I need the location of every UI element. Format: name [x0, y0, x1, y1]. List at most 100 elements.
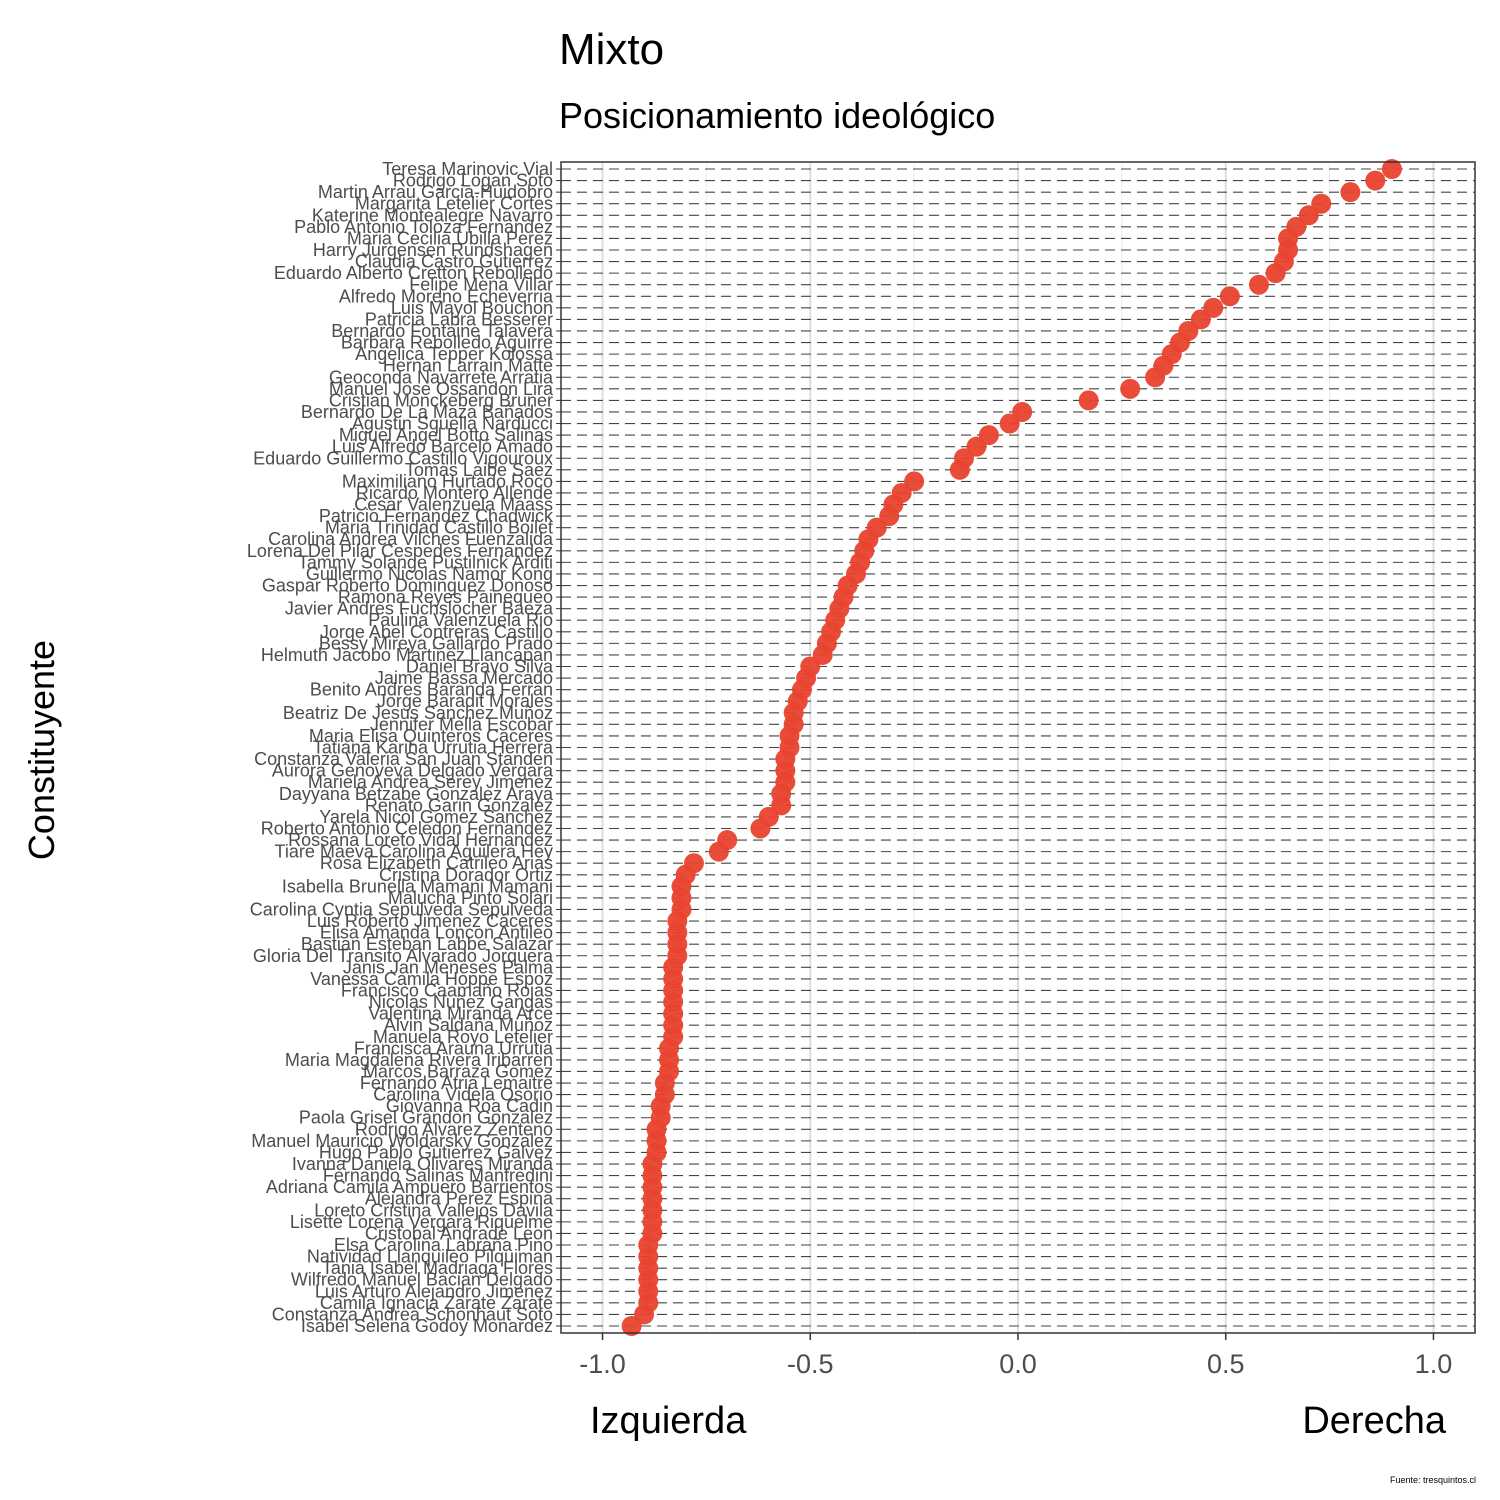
y-tick-label: Maria Elisa Quinteros Caceres [309, 726, 553, 746]
y-tick-label: Katerine Montealegre Navarro [312, 205, 553, 225]
y-tick-label: Pablo Antonio Toloza Fernandez [294, 217, 553, 237]
y-tick-label: Rossana Loreto Vidal Hernandez [288, 830, 553, 850]
y-tick-label: Adriana Camila Ampuero Barrientos [266, 1177, 553, 1197]
y-tick-label: Tatiana Karina Urrutia Herrera [313, 738, 554, 758]
y-tick-label: Francisca Arauna Urrutia [354, 1038, 554, 1058]
y-tick-label: Tiare Maeva Carolina Aguilera Hey [275, 842, 553, 862]
y-tick-label: Cristobal Andrade Leon [365, 1223, 553, 1243]
y-tick-label: Luis Roberto Jimenez Cáceres [307, 911, 553, 931]
y-tick-label: Carolina Videla Osorio [373, 1085, 553, 1105]
y-tick-label: Claudia Castro Gutierrez [355, 252, 553, 272]
y-tick-label: Renato Garin Gonzalez [365, 795, 553, 815]
y-tick-label: Dayyana Betzabe Gonzalez Araya [279, 784, 554, 804]
y-tick-label: Ramona Reyes Painequeo [338, 587, 553, 607]
x-tick-label: -0.5 [787, 1349, 834, 1379]
y-tick-label: Giovanna Roa Cadin [386, 1096, 553, 1116]
y-tick-label: Paola Grisel Grandon Gonzalez [299, 1108, 553, 1128]
chart-title: Mixto [559, 25, 664, 74]
data-point [1120, 378, 1141, 399]
y-tick-label: Manuela Royo Letelier [373, 1027, 553, 1047]
data-point [1219, 286, 1240, 307]
y-tick-label: Harry Jurgensen Rundshagen [313, 240, 553, 260]
y-tick-label: Natividad Llanquileo Pilquiman [307, 1247, 553, 1267]
y-tick-label: Cesar Valenzuela Maass [354, 495, 553, 515]
y-tick-label: Javier Andres Fuchslocher Baeza [285, 599, 554, 619]
data-point [1381, 159, 1402, 179]
data-point [978, 425, 999, 446]
y-tick-label: Bastian Esteban Labbe Salazar [301, 934, 553, 954]
data-point [1203, 297, 1224, 318]
data-point [1078, 390, 1099, 411]
y-tick-label: Teresa Marinovic Vial [382, 159, 553, 179]
y-tick-label: Constanza Valeria San Juan Standen [254, 749, 553, 769]
y-tick-label: Eduardo Alberto Cretton Rebolledo [274, 263, 553, 283]
y-tick-label: Benito Andres Baranda Ferran [310, 680, 553, 700]
y-tick-label: Gloria Del Transito Alvarado Jorquera [253, 946, 554, 966]
chart-subtitle: Posicionamiento ideológico [559, 95, 995, 136]
y-tick-label: Bernardo De La Maza Bañados [301, 402, 553, 422]
y-tick-label: Marcos Barraza Gomez [363, 1061, 553, 1081]
y-tick-label: Rodrigo Alvarez Zenteno [355, 1119, 553, 1139]
y-tick-label: Lisette Lorena Vergara Riquelme [290, 1212, 553, 1232]
y-tick-label: Janis Jan Meneses Palma [343, 957, 554, 977]
y-tick-label: Barbara Rebolledo Aguirre [341, 333, 553, 353]
y-tick-label: Guillermo Nicolas Namor Kong [306, 564, 553, 584]
y-tick-label: Bessy Mireya Gallardo Prado [319, 633, 553, 653]
y-tick-label: Cristina Dorador Ortiz [379, 865, 553, 885]
y-tick-label: Nicolas Nuñez Gangas [369, 992, 553, 1012]
y-axis-title: Constituyente [21, 640, 62, 860]
y-tick-label: Maria Magdalena Rivera Iribarren [285, 1050, 553, 1070]
y-tick-label: Martin Arrau Garcia-Huidobro [318, 182, 553, 202]
data-point [717, 830, 738, 851]
y-tick-label: Geoconda Navarrete Arratia [329, 367, 554, 387]
y-tick-label: Margarita Letelier Cortes [355, 194, 553, 214]
y-tick-label: Ivanna Daniela Olivares Miranda [292, 1154, 554, 1174]
y-tick-label: Paulina Valenzuela Rio [368, 610, 553, 630]
y-tick-label: Maximiliano Hurtado Roco [342, 471, 553, 491]
data-point [683, 853, 704, 874]
y-tick-label: Elsa Carolina Labraña Pino [334, 1235, 553, 1255]
y-tick-label: Beatriz De Jesus Sanchez Muñoz [283, 703, 553, 723]
data-points [621, 159, 1402, 1336]
y-tick-label: Manuel Mauricio Woldarsky Gonzalez [251, 1131, 553, 1151]
y-tick-label: Eduardo Guillermo Castillo Vigouroux [253, 448, 553, 468]
y-tick-label: Patricia Labra Besserer [365, 309, 553, 329]
y-tick-label: Elisa Amanda Loncon Antileo [320, 923, 553, 943]
y-tick-label: Francisco Caamaño Rojas [341, 980, 553, 1000]
y-tick-label: Alvin Saldaña Muñoz [384, 1015, 553, 1035]
y-tick-label: Angelica Tepper Kolossa [355, 344, 554, 364]
data-point [904, 471, 925, 492]
data-point [1012, 401, 1033, 422]
y-tick-label: Manuel Jose Ossandon Lira [329, 379, 554, 399]
y-tick-label: Felipe Mena Villar [409, 275, 553, 295]
y-tick-label: Tania Isabel Madriaga Flores [322, 1258, 553, 1278]
x-tick-label: 0.0 [999, 1349, 1037, 1379]
y-tick-label: Daniel Bravo Silva [406, 657, 554, 677]
y-tick-label: Malucha Pinto Solari [388, 888, 553, 908]
y-tick-label: Tammy Solange Pustilnick Arditi [298, 552, 553, 572]
y-tick-label: Luis Arturo Alejandro Jimenez [315, 1281, 553, 1301]
y-tick-label: Constanza Andrea Schonhaut Soto [272, 1304, 553, 1324]
y-tick-label: Jennifer Mella Escobar [370, 714, 553, 734]
y-tick-label: Jorge Abel Contreras Castillo [320, 622, 553, 642]
x-tick-label: -1.0 [579, 1349, 626, 1379]
y-tick-label: Hugo Pablo Gutierrez Galvez [319, 1142, 553, 1162]
y-tick-label: Ricardo Montero Allende [356, 483, 553, 503]
y-tick-label: Camila Ignacia Zarate Zarate [320, 1293, 553, 1313]
x-tick-labels: -1.0 -0.5 0.0 0.5 1.0 [579, 1333, 1452, 1379]
data-point [1365, 170, 1386, 191]
y-tick-label: Cristian Monckeberg Bruner [329, 390, 553, 410]
y-tick-label: Carolina Andrea Vilches Fuenzalida [268, 529, 554, 549]
y-tick-label: Aurora Genoveva Delgado Vergara [272, 761, 554, 781]
y-tick-label: Isabella Brunella Mamani Mamani [282, 876, 553, 896]
x-left-label: Izquierda [590, 1400, 747, 1442]
y-tick-label: Roberto Antonio Celedon Fernandez [261, 818, 553, 838]
y-tick-label: Gaspar Roberto Dominguez Donoso [262, 576, 553, 596]
y-tick-label: Yarela Nicol Gomez Sanchez [319, 807, 553, 827]
y-tick-label: Isabel Selena Godoy Monardez [301, 1316, 553, 1336]
y-tick-label: Miguel Angel Botto Salinas [339, 425, 553, 445]
y-tick-label: Bernardo Fontaine Talavera [331, 321, 554, 341]
y-tick-label: Alejandra Perez Espina [365, 1189, 554, 1209]
